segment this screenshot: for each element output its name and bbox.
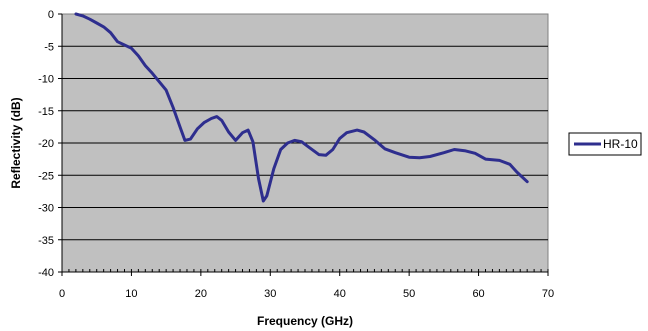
y-tick-label: -40 — [38, 267, 54, 279]
x-axis-title: Frequency (GHz) — [257, 314, 353, 328]
x-tick-label: 10 — [125, 288, 137, 300]
y-tick-label: -20 — [38, 138, 54, 150]
x-tick-label: 40 — [334, 288, 346, 300]
legend: HR-10 — [568, 132, 642, 156]
y-axis: 0 -5 -10 -15 -20 -25 -30 -35 -40 — [38, 9, 63, 279]
x-tick-label: 30 — [264, 288, 276, 300]
y-tick-label: -30 — [38, 203, 54, 215]
legend-box — [568, 132, 642, 156]
series-layer — [74, 12, 529, 203]
x-tick-label: 60 — [472, 288, 484, 300]
x-tick-label: 20 — [195, 288, 207, 300]
grid-lines — [62, 45, 548, 241]
x-tick-label: 50 — [403, 288, 415, 300]
y-tick-label: -35 — [38, 235, 54, 247]
series-line-hr-10 — [74, 12, 529, 203]
y-tick-label: -15 — [38, 106, 54, 118]
x-tick-label: 70 — [542, 288, 554, 300]
y-tick-label: -25 — [38, 170, 54, 182]
y-tick-label: 0 — [48, 9, 54, 21]
x-axis: 0 10 20 30 40 50 60 70 — [59, 269, 554, 300]
y-tick-label: -10 — [38, 74, 54, 86]
y-axis-title: Reflectivity (dB) — [9, 97, 23, 188]
y-tick-label: -5 — [44, 41, 54, 53]
x-tick-label: 0 — [59, 288, 65, 300]
legend-label: HR-10 — [603, 137, 638, 151]
